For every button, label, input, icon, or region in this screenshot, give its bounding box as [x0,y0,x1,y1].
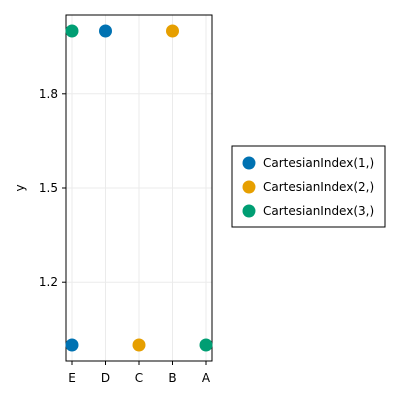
scatter-point [132,338,146,352]
x-tick-label: A [202,371,211,385]
legend-label: CartesianIndex(2,) [263,180,374,194]
legend: CartesianIndex(1,) CartesianIndex(2,) Cart… [231,145,386,228]
y-tick-label: 1.2 [39,275,58,289]
scatter-point [166,24,179,38]
data-points [65,24,213,352]
scatter-point [199,338,213,352]
scatter-point [65,24,79,38]
grid [66,15,212,361]
legend-marker [242,204,256,218]
legend-label: CartesianIndex(1,) [263,156,374,170]
legend-label: CartesianIndex(3,) [263,204,374,218]
y-axis: 1.2 1.5 1.8 [39,87,66,289]
x-tick-label: E [68,371,76,385]
y-tick-label: 1.5 [39,181,58,195]
legend-marker [242,180,256,194]
x-tick-label: C [135,371,143,385]
y-axis-label: y [13,184,27,191]
legend-marker [242,156,256,170]
scatter-point [65,338,79,352]
x-tick-label: D [101,371,110,385]
legend-box [231,145,386,228]
scatter-point [99,24,112,38]
x-tick-label: B [168,371,176,385]
y-tick-label: 1.8 [39,87,58,101]
